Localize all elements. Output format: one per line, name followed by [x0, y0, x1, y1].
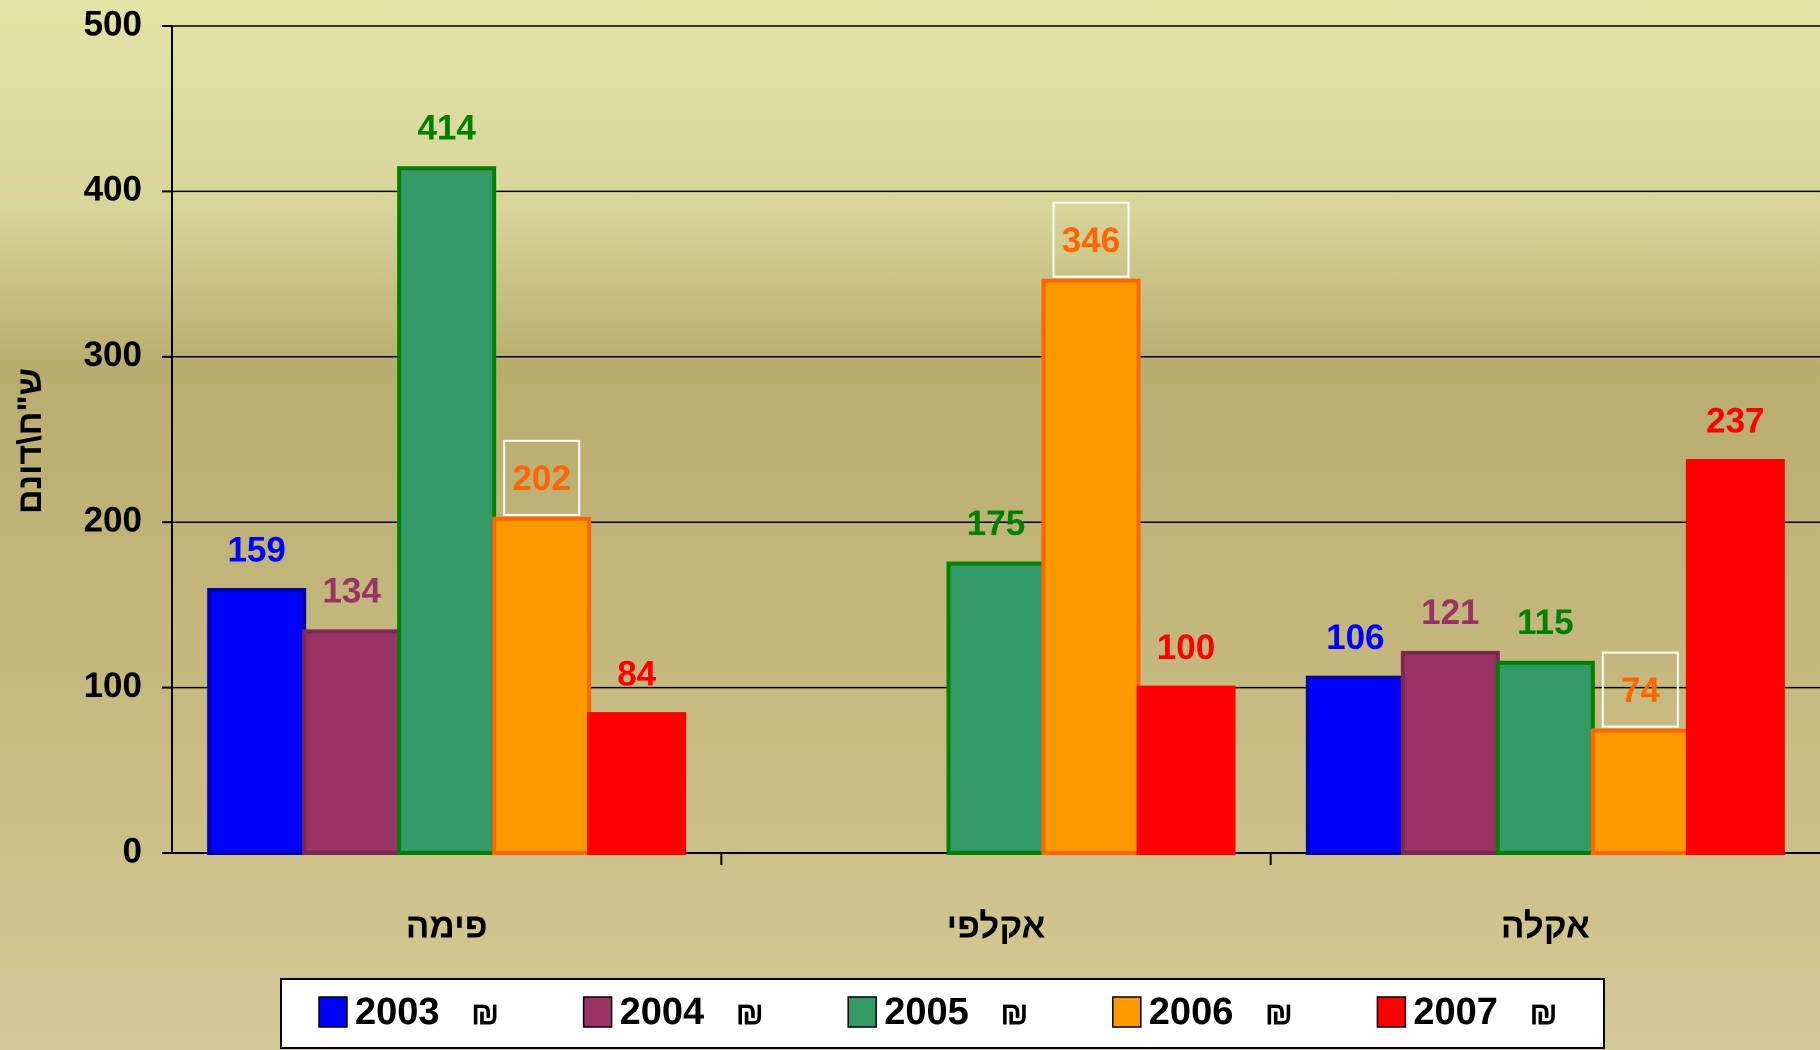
y-tick-label: 100 — [84, 666, 142, 705]
value-label: 100 — [1157, 628, 1215, 667]
value-label: 106 — [1326, 618, 1384, 657]
value-label: 175 — [967, 504, 1025, 543]
y-tick-label: 500 — [84, 4, 142, 43]
chart: ש"ח\דונם 0 100 200 300 400 500 פימה אקלפי אקלה 15… — [0, 0, 1820, 1050]
bar — [399, 168, 494, 853]
value-label: 414 — [417, 108, 476, 147]
value-label: 74 — [1621, 671, 1660, 710]
bar — [1498, 663, 1593, 853]
y-axis-label: ש"ח\דונם — [11, 368, 49, 514]
value-label: 121 — [1421, 593, 1479, 632]
y-tick-label: 0 — [123, 831, 142, 870]
y-tick-label: 300 — [84, 335, 142, 374]
bar — [1308, 678, 1403, 853]
bar — [1044, 281, 1139, 853]
value-label: 134 — [322, 572, 381, 611]
bar — [1688, 461, 1783, 853]
bar — [209, 590, 304, 853]
legend-swatch — [584, 997, 612, 1027]
value-label: 115 — [1517, 603, 1573, 642]
background — [0, 0, 1820, 1050]
legend-label: 2004 — [620, 991, 705, 1033]
value-label: 346 — [1062, 221, 1120, 260]
legend-swatch — [848, 997, 876, 1027]
legend-symbol: ₪ — [1000, 995, 1028, 1031]
legend-swatch — [1377, 997, 1405, 1027]
legend-symbol: ₪ — [1265, 995, 1293, 1031]
legend-swatch — [1113, 997, 1141, 1027]
legend-label: 2003 — [355, 991, 440, 1033]
value-label: 202 — [512, 459, 570, 498]
x-tick-label: אקלה — [1501, 906, 1590, 945]
bar — [304, 631, 399, 853]
legend-symbol: ₪ — [1529, 995, 1557, 1031]
value-label: 84 — [617, 654, 656, 693]
x-tick-label: אקלפי — [947, 906, 1046, 945]
legend-label: 2006 — [1149, 991, 1234, 1033]
legend-symbol: ₪ — [471, 995, 499, 1031]
legend-label: 2005 — [884, 991, 969, 1033]
page: {"chart_data": {"type": "bar", "y_label"… — [0, 0, 1820, 1050]
legend-swatch — [319, 997, 347, 1027]
bar — [1403, 653, 1498, 853]
bar — [589, 714, 684, 853]
bar — [949, 564, 1044, 853]
legend-label: 2007 — [1413, 991, 1498, 1033]
value-label: 159 — [227, 530, 285, 569]
bar — [494, 519, 589, 853]
bar — [1139, 688, 1234, 853]
y-tick-label: 200 — [84, 500, 142, 539]
x-tick-label: פימה — [406, 906, 488, 945]
bar — [1593, 731, 1688, 853]
y-tick-label: 400 — [84, 170, 142, 209]
legend-symbol: ₪ — [736, 995, 764, 1031]
value-label: 237 — [1706, 401, 1764, 440]
